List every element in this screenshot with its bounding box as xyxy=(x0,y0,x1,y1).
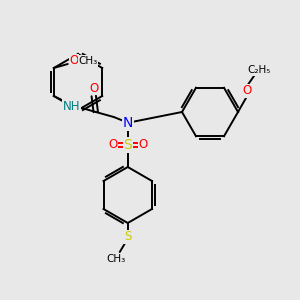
Text: O: O xyxy=(108,139,117,152)
Text: O: O xyxy=(242,85,252,98)
Text: N: N xyxy=(123,116,133,130)
Text: O: O xyxy=(89,82,98,94)
Text: C₂H₅: C₂H₅ xyxy=(247,65,271,75)
Text: S: S xyxy=(124,230,131,244)
Text: S: S xyxy=(123,138,132,152)
Text: NH: NH xyxy=(63,100,80,112)
Text: O: O xyxy=(69,55,78,68)
Text: CH₃: CH₃ xyxy=(106,254,125,264)
Text: CH₃: CH₃ xyxy=(78,56,98,66)
Text: O: O xyxy=(138,139,147,152)
